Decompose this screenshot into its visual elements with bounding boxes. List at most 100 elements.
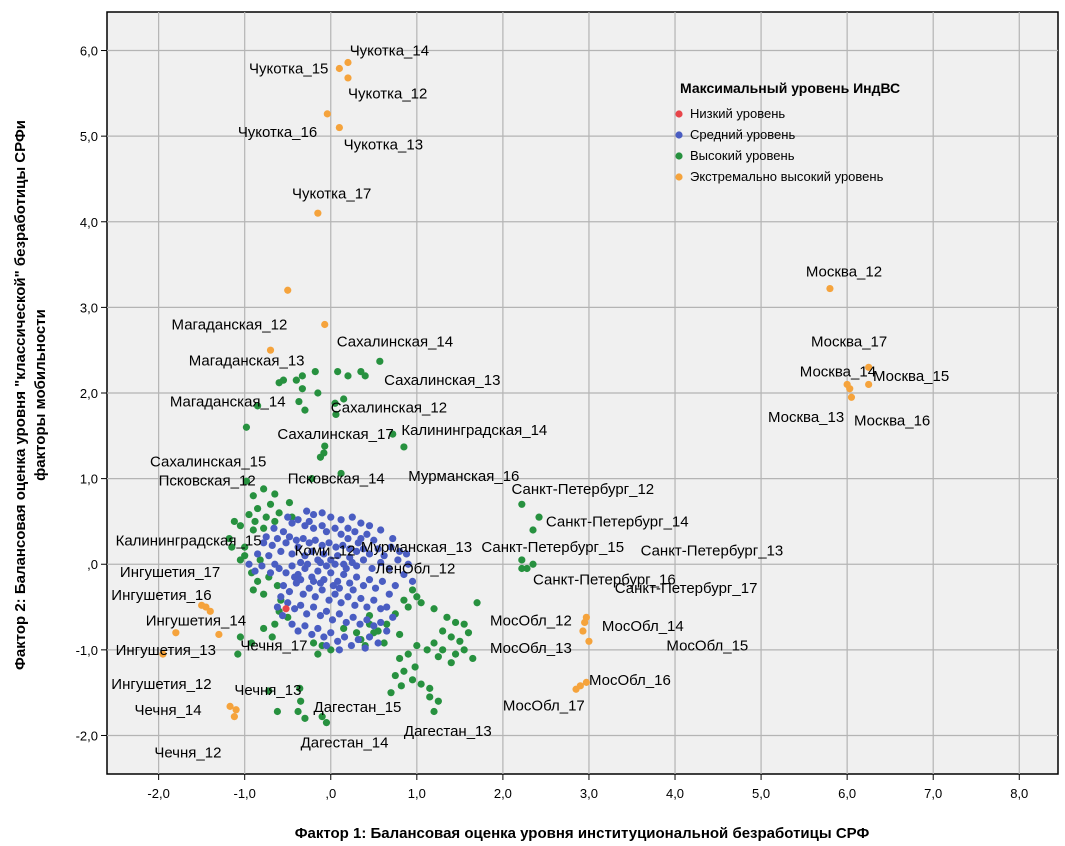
- data-point-medium: [277, 593, 285, 601]
- data-point-high: [400, 443, 408, 451]
- y-tick-label: -2,0: [76, 728, 98, 743]
- data-point-medium: [284, 513, 292, 521]
- data-point-medium: [365, 633, 374, 641]
- data-point-medium: [291, 573, 299, 581]
- data-point-medium: [394, 556, 402, 564]
- data-point-medium: [309, 524, 318, 532]
- x-tick-label: 6,0: [838, 786, 856, 801]
- data-point-extreme: [582, 678, 590, 686]
- data-point-medium: [305, 539, 313, 547]
- data-point-medium: [389, 613, 397, 621]
- data-point-medium: [340, 570, 348, 579]
- data-point-medium: [352, 573, 361, 581]
- data-point-high: [400, 596, 408, 604]
- x-tick-label: 4,0: [666, 786, 684, 801]
- data-point-high: [447, 659, 455, 667]
- data-point-high: [295, 397, 303, 406]
- data-point-high: [311, 367, 319, 376]
- data-point-medium: [354, 539, 362, 547]
- data-point-high: [439, 646, 447, 654]
- x-axis-title: Фактор 1: Балансовая оценка уровня инсти…: [295, 825, 870, 842]
- data-point-high: [322, 719, 331, 727]
- point-label: Псковская_12: [159, 472, 256, 489]
- data-point-high: [271, 620, 279, 628]
- data-point-medium: [288, 562, 296, 570]
- x-tick-label: ,0: [325, 786, 336, 801]
- data-point-medium: [335, 584, 343, 592]
- data-point-medium: [340, 633, 349, 641]
- data-point-high: [318, 713, 326, 721]
- data-point-high: [400, 667, 408, 675]
- data-point-high: [469, 654, 477, 663]
- data-point-extreme: [865, 363, 873, 371]
- data-point-extreme: [335, 64, 343, 73]
- point-label: Сахалинская_15: [150, 453, 266, 470]
- point-label: Чукотка_15: [249, 61, 328, 78]
- x-tick-label: 1,0: [408, 786, 426, 801]
- data-point-medium: [357, 519, 365, 527]
- data-point-high: [249, 492, 257, 500]
- data-point-high: [383, 620, 391, 628]
- data-point-medium: [365, 576, 374, 584]
- data-point-medium: [279, 582, 288, 590]
- data-point-high: [245, 510, 253, 519]
- data-point-high: [236, 556, 244, 564]
- data-point-medium: [400, 570, 408, 579]
- data-point-high: [417, 599, 425, 607]
- data-point-high: [236, 633, 244, 641]
- data-point-high: [404, 603, 412, 611]
- data-point-low: [282, 605, 290, 613]
- y-axis-title-line-2: факторы мобильности: [32, 309, 49, 481]
- data-point-medium: [354, 635, 362, 644]
- data-point-medium: [359, 582, 368, 590]
- point-label: Санкт-Петербург_17: [615, 580, 758, 597]
- data-point-medium: [342, 618, 350, 627]
- point-label: Ингушетия_17: [120, 564, 220, 581]
- data-point-medium: [288, 620, 296, 628]
- point-labels: Чукотка_14 Чукотка_15 Чукотка_12 Чукотка_16…: [111, 43, 949, 762]
- data-point-high: [260, 524, 268, 532]
- data-point-medium: [356, 620, 364, 628]
- data-point-medium: [309, 510, 318, 519]
- data-point-high: [271, 517, 279, 526]
- point-label: Ингушетия_14: [146, 613, 246, 630]
- data-point-medium: [297, 576, 305, 584]
- data-point-high: [447, 633, 455, 641]
- y-tick-label: 3,0: [80, 300, 98, 315]
- data-point-medium: [299, 590, 307, 598]
- data-point-medium: [383, 603, 391, 611]
- legend-label-low: Низкий уровень: [690, 106, 785, 121]
- data-point-medium: [337, 599, 345, 607]
- data-point-medium: [357, 594, 365, 603]
- point-label: Чечня_17: [240, 638, 307, 655]
- data-point-high: [292, 376, 300, 384]
- y-tick-label: 4,0: [80, 215, 98, 230]
- point-label: Санкт-Петербург_12: [511, 481, 654, 498]
- data-point-medium: [377, 618, 385, 627]
- point-label: Москва_15: [873, 368, 949, 385]
- point-label: МосОбл_15: [666, 638, 748, 655]
- data-point-high: [340, 395, 348, 403]
- data-point-high: [518, 500, 526, 508]
- x-tick-label: 7,0: [924, 786, 942, 801]
- data-point-high: [423, 646, 431, 654]
- data-point-high: [242, 477, 251, 485]
- data-point-medium: [389, 534, 397, 543]
- data-point-high: [256, 556, 264, 564]
- data-point-medium: [374, 545, 382, 553]
- data-point-extreme: [579, 627, 587, 635]
- data-point-high: [254, 402, 262, 410]
- point-label: Чечня_14: [135, 702, 202, 719]
- data-point-extreme: [232, 706, 240, 714]
- data-point-medium: [359, 545, 368, 553]
- data-point-high: [273, 707, 282, 716]
- data-point-high: [380, 639, 388, 647]
- data-point-medium: [348, 513, 356, 521]
- point-label: ЛенОбл_12: [376, 561, 456, 578]
- point-label: Мурманская_13: [361, 539, 472, 556]
- point-label: МосОбл_12: [490, 613, 572, 630]
- data-point-medium: [349, 613, 357, 621]
- y-tick-label: 6,0: [80, 44, 98, 59]
- x-tick-label: 3,0: [580, 786, 598, 801]
- data-point-medium: [351, 601, 359, 609]
